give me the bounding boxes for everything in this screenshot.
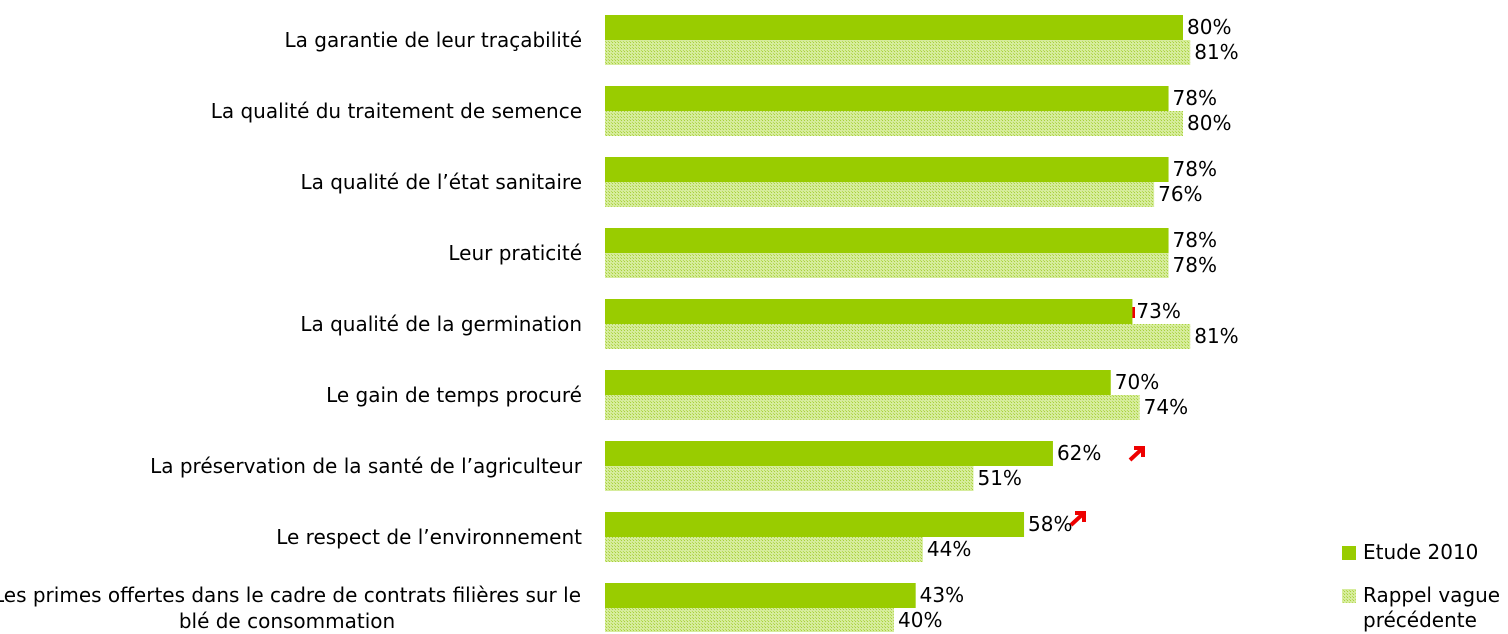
value-label: 58% — [1028, 512, 1072, 536]
value-label: 43% — [920, 583, 964, 607]
bar — [605, 182, 1155, 207]
bar — [605, 157, 1169, 182]
value-label: 70% — [1115, 370, 1159, 394]
category-label: La qualité du traitement de semence — [210, 99, 582, 123]
category-label: Les primes offertes dans le cadre de con… — [0, 583, 582, 633]
bar — [605, 86, 1169, 111]
bar — [605, 395, 1140, 420]
value-label: 76% — [1158, 182, 1202, 206]
category-label: La qualité de la germination — [300, 312, 582, 336]
value-label: 81% — [1194, 324, 1238, 348]
bar — [605, 253, 1169, 278]
bar — [605, 441, 1053, 466]
bar — [605, 370, 1111, 395]
bar — [605, 15, 1183, 40]
category-label: La préservation de la santé de l’agricul… — [150, 454, 582, 478]
value-label: 78% — [1173, 228, 1217, 252]
value-label: 51% — [977, 466, 1021, 490]
category-label: Le respect de l’environnement — [276, 525, 582, 549]
bar — [605, 537, 923, 562]
trend-arrow — [1069, 511, 1086, 527]
category-label: La qualité de l’état sanitaire — [300, 170, 582, 194]
category-label: Leur praticité — [448, 241, 582, 265]
bar — [605, 324, 1191, 349]
value-label: 74% — [1144, 395, 1188, 419]
trend-arrow — [1128, 446, 1145, 462]
bar — [605, 299, 1133, 324]
bar — [605, 40, 1191, 65]
category-label: La garantie de leur traçabilité — [284, 28, 582, 52]
value-label: 78% — [1173, 86, 1217, 110]
value-label: 80% — [1187, 15, 1231, 39]
bar — [605, 512, 1025, 537]
value-label: 44% — [927, 537, 971, 561]
value-label: 78% — [1173, 253, 1217, 277]
value-label: 73% — [1136, 299, 1180, 323]
category-label: Le gain de temps procuré — [326, 383, 582, 407]
bar — [605, 466, 974, 491]
legend-swatch — [1342, 546, 1356, 560]
bar — [605, 111, 1183, 136]
value-label: 80% — [1187, 111, 1231, 135]
legend-label: Etude 2010 — [1363, 540, 1479, 564]
value-label: 81% — [1194, 40, 1238, 64]
value-label: 78% — [1173, 157, 1217, 181]
legend-label: Rappel vague précédente — [1363, 583, 1501, 632]
bar — [605, 228, 1169, 253]
value-label: 62% — [1057, 441, 1101, 465]
bar — [605, 608, 894, 632]
bar — [605, 583, 916, 608]
legend-swatch — [1342, 589, 1356, 603]
value-label: 40% — [898, 608, 942, 632]
